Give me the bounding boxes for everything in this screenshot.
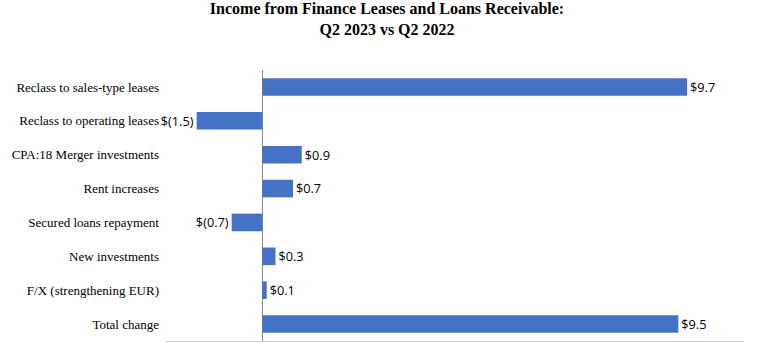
svg-text:New investments: New investments — [69, 249, 159, 264]
svg-text:Total change: Total change — [92, 317, 159, 332]
svg-text:Income from Finance Leases and: Income from Finance Leases and Loans Rec… — [210, 0, 564, 38]
svg-text:$9.7: $9.7 — [690, 78, 715, 96]
svg-text:$9.5: $9.5 — [681, 315, 706, 333]
svg-text:$(1.5): $(1.5) — [161, 112, 194, 130]
svg-text:$0.9: $0.9 — [305, 146, 330, 164]
svg-text:Reclass to operating leases: Reclass to operating leases — [19, 113, 159, 128]
svg-text:Secured loans repayment: Secured loans repayment — [28, 215, 159, 230]
svg-text:Reclass to sales-type leases: Reclass to sales-type leases — [16, 79, 159, 94]
svg-text:$0.1: $0.1 — [270, 281, 295, 299]
svg-text:Rent increases: Rent increases — [84, 181, 159, 196]
svg-text:$0.7: $0.7 — [296, 179, 321, 197]
svg-text:$(0.7): $(0.7) — [196, 213, 229, 231]
svg-text:F/X (strengthening EUR): F/X (strengthening EUR) — [27, 283, 159, 298]
svg-text:$0.3: $0.3 — [278, 247, 303, 265]
svg-text:CPA:18 Merger investments: CPA:18 Merger investments — [12, 147, 159, 162]
